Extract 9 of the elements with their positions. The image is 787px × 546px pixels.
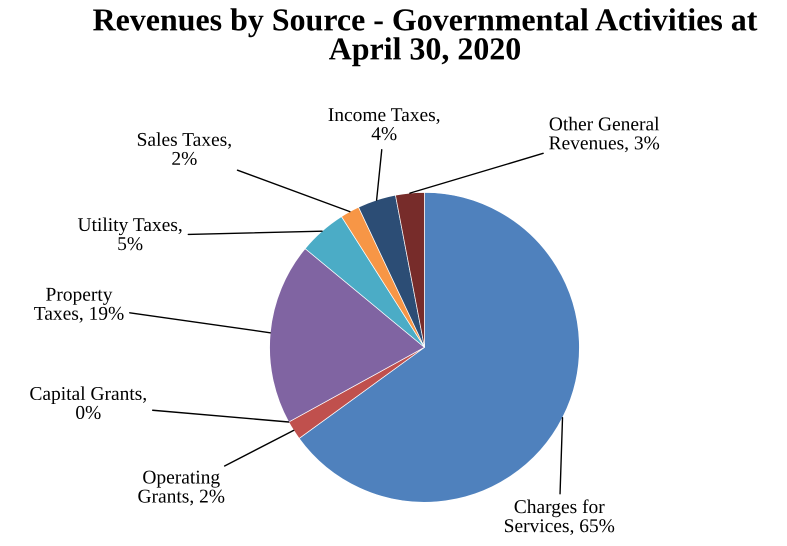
slice-label: Income Taxes, 4%	[328, 108, 440, 140]
slice-label: Charges for Services, 65%	[504, 499, 614, 536]
slice-label: Operating Grants, 2%	[138, 470, 224, 506]
slice-label: Other General Revenues, 3%	[549, 116, 660, 152]
chart-title: Revenues by Source - Governmental Activities at April 30, 2020	[93, 8, 758, 66]
slice-label: Sales Taxes, 2%	[138, 132, 231, 166]
category-label: Capital Grants, 0%	[30, 386, 146, 420]
slice-label: Utility Taxes, 5%	[78, 217, 182, 250]
slice-label: Property Taxes, 19%	[34, 288, 124, 323]
